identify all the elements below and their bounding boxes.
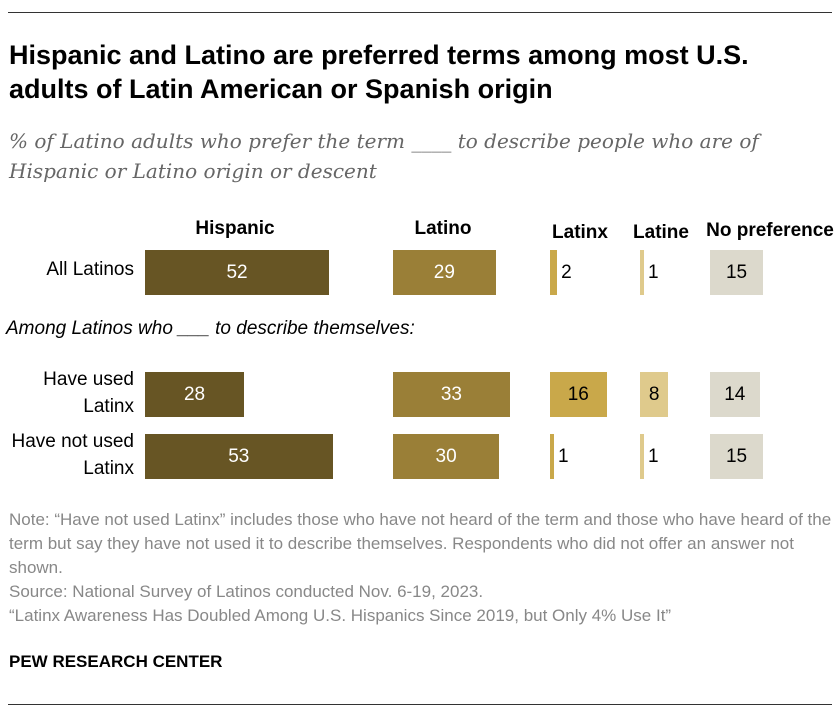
column-header-latine: Latine xyxy=(633,222,689,243)
column-header-hispanic: Hispanic xyxy=(195,218,275,239)
column-header-latinx: Latinx xyxy=(552,222,608,243)
data-label: 1 xyxy=(648,262,659,283)
top-rule xyxy=(8,12,832,13)
pew-logo: PEW RESEARCH CENTER xyxy=(9,652,223,671)
column-header-no-preference: No preference xyxy=(706,220,834,241)
data-label: 2 xyxy=(561,262,572,283)
bar-latine xyxy=(640,372,669,417)
data-label: 15 xyxy=(725,446,748,467)
bar-latino xyxy=(393,372,510,417)
bar-latine xyxy=(640,250,644,295)
data-label: 29 xyxy=(433,262,455,283)
bar-latino xyxy=(393,434,500,479)
bar-latine xyxy=(640,434,644,479)
report-title: “Latinx Awareness Has Doubled Among U.S.… xyxy=(9,606,672,625)
bar-no-preference xyxy=(710,372,760,417)
bar-latino xyxy=(393,250,496,295)
column-header-latino: Latino xyxy=(414,218,472,239)
bar-hispanic xyxy=(145,372,245,417)
data-label: 33 xyxy=(440,384,462,405)
row-label: Have not used Latinx xyxy=(11,431,134,479)
data-label: 28 xyxy=(183,384,206,405)
bottom-rule xyxy=(8,704,832,705)
data-label: 1 xyxy=(648,446,659,467)
bar-latinx xyxy=(550,372,607,417)
data-label: 52 xyxy=(226,262,248,283)
note-text: Note: “Have not used Latinx” includes th… xyxy=(9,510,832,577)
bar-latinx xyxy=(550,250,558,295)
bar-no-preference xyxy=(710,250,764,295)
chart-subtitle: % of Latino adults who prefer the term _… xyxy=(9,129,759,183)
data-label: 30 xyxy=(435,446,457,467)
data-label: 1 xyxy=(558,446,569,467)
chart-title: Hispanic and Latino are preferred terms … xyxy=(9,40,749,104)
bar-hispanic xyxy=(145,434,333,479)
bar-latinx xyxy=(550,434,554,479)
bar-no-preference xyxy=(710,434,764,479)
row-label: All Latinos xyxy=(46,259,134,280)
data-label: 15 xyxy=(725,262,748,283)
bar-hispanic xyxy=(145,250,330,295)
source-text: Source: National Survey of Latinos condu… xyxy=(9,582,484,601)
row-label: Have used Latinx xyxy=(43,369,134,417)
data-label: 16 xyxy=(567,384,589,405)
notes: Note: “Have not used Latinx” includes th… xyxy=(9,508,834,628)
data-label: 14 xyxy=(724,384,746,405)
data-label: 53 xyxy=(228,446,250,467)
data-label: 8 xyxy=(648,384,660,405)
group-label: Among Latinos who ___ to describe themse… xyxy=(6,318,415,339)
